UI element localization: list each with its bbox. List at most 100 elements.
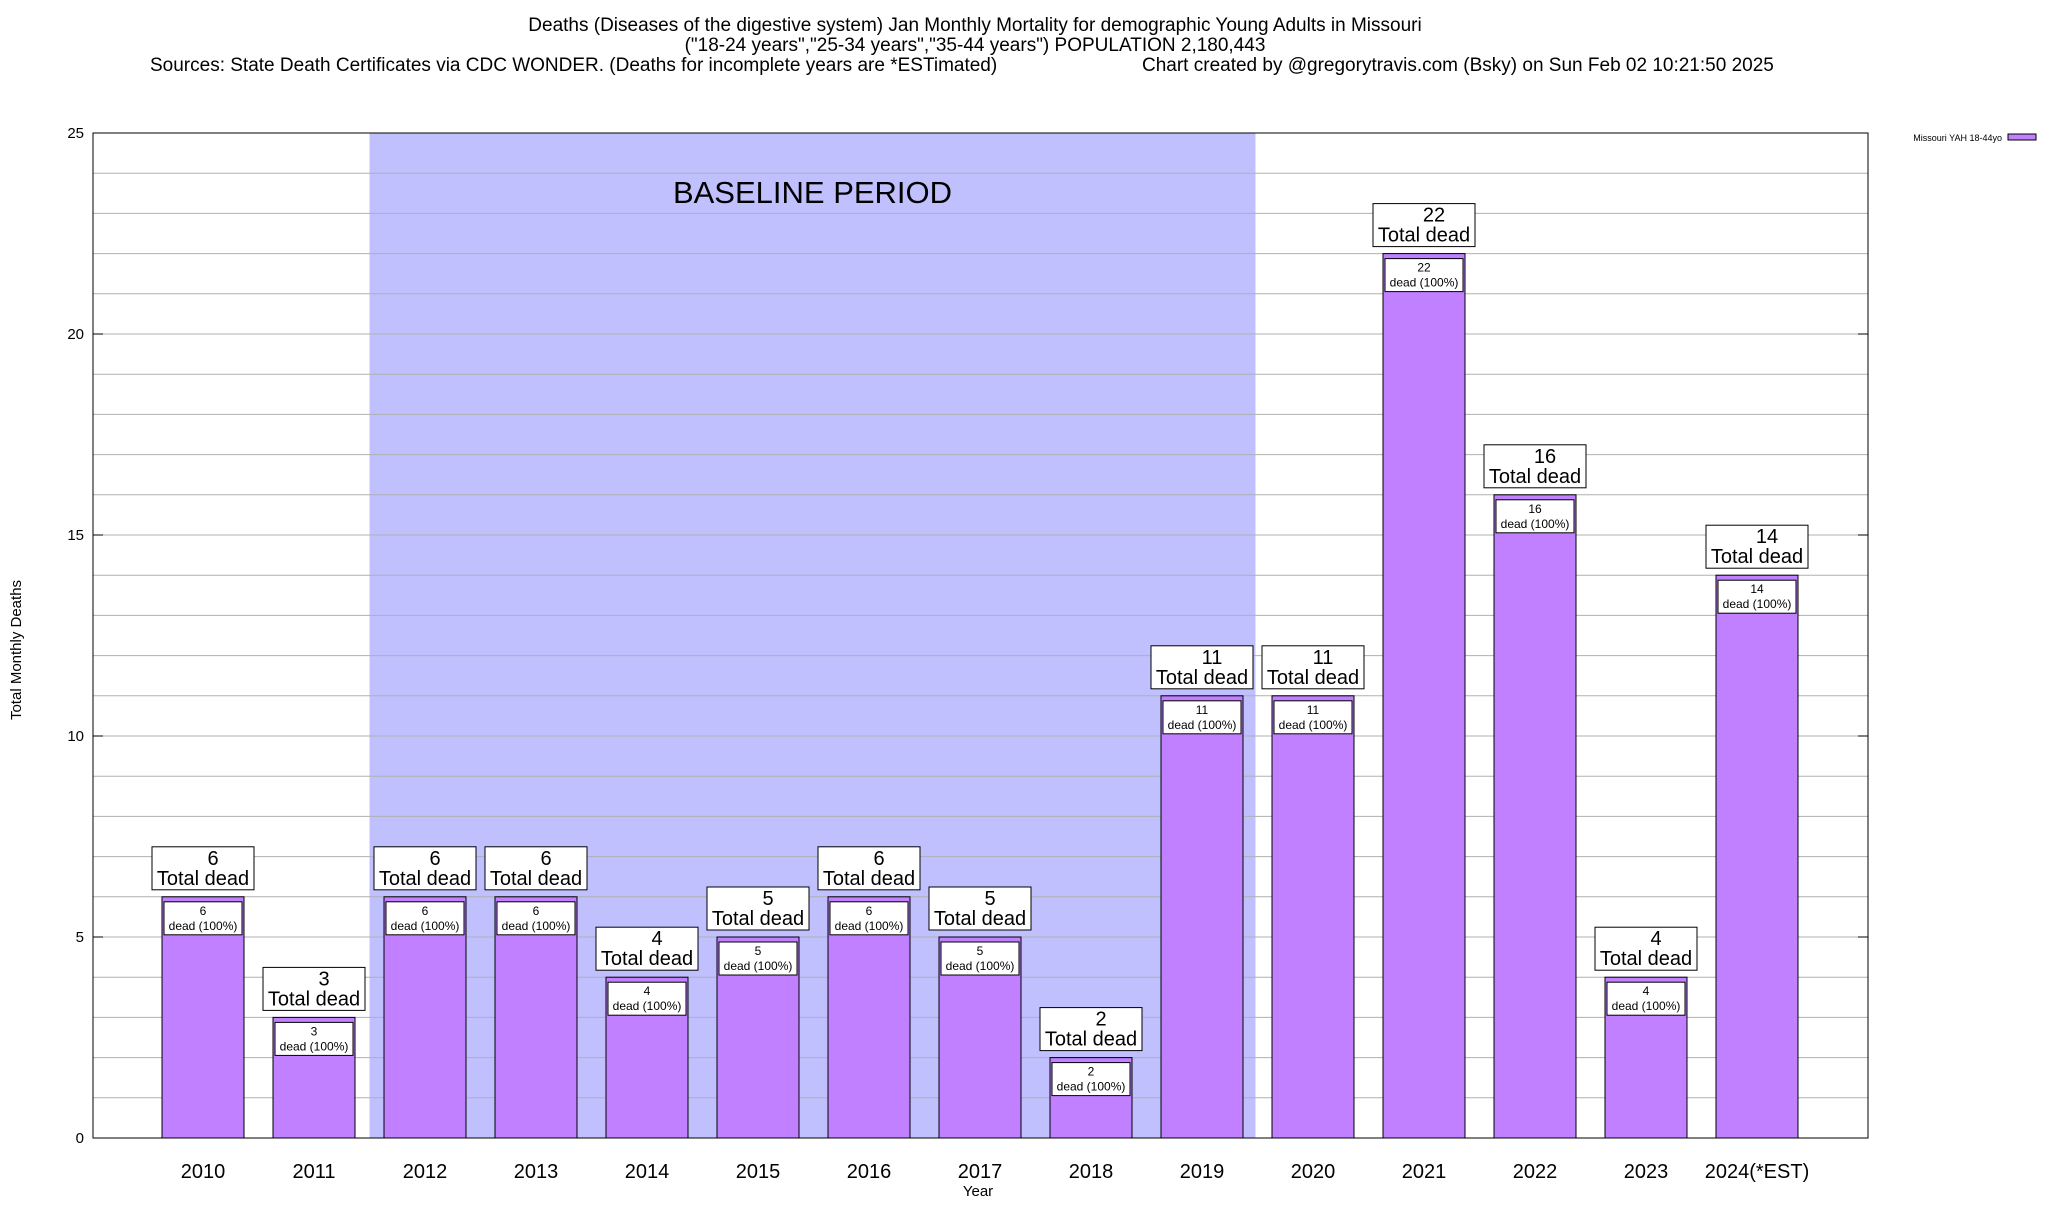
- bar-total-label-box: [706, 886, 810, 931]
- bar-total-label-box: [1150, 645, 1254, 690]
- bar-total-label-value: 2: [1095, 1009, 1106, 1031]
- bar-inner-label-value: 4: [1643, 984, 1650, 998]
- bar-inner-label-box: [1717, 579, 1797, 614]
- bar: [1493, 494, 1577, 1139]
- x-tick-label: 2011: [292, 1161, 335, 1183]
- y-tick-label: 0: [76, 1130, 84, 1147]
- bar-total-label-value: 3: [318, 968, 329, 990]
- bar-total-label-text: Total dead: [157, 868, 249, 890]
- bar: [383, 896, 467, 1139]
- bar-total-label-text: Total dead: [823, 868, 915, 890]
- legend-label: Missouri YAH 18-44yo: [1913, 133, 2002, 143]
- y-tick-label: 15: [67, 527, 84, 544]
- chart-title-line-1: Deaths (Diseases of the digestive system…: [528, 15, 1421, 36]
- bar-inner-label-box: [496, 901, 576, 936]
- bar-inner-label-box: [1162, 700, 1242, 735]
- bar-total-label-value: 6: [207, 848, 218, 870]
- bar-total-label-text: Total dead: [1489, 466, 1581, 488]
- bar-inner-label-text: dead (100%): [724, 959, 793, 973]
- bar-total-label-text: Total dead: [1378, 225, 1470, 247]
- chart-source-text: Sources: State Death Certificates via CD…: [150, 55, 997, 76]
- bar-total-label-value: 4: [1650, 928, 1661, 950]
- bar-inner-label-value: 6: [533, 904, 540, 918]
- plot-border: [92, 132, 1869, 1139]
- x-tick-label: 2010: [181, 1161, 226, 1183]
- bar-total-label-box: [484, 846, 588, 891]
- y-tick-label: 10: [67, 728, 84, 745]
- bar: [1715, 574, 1799, 1139]
- x-tick-label: 2013: [514, 1161, 559, 1183]
- bar-total-label-value: 5: [762, 888, 773, 910]
- bar-inner-label-value: 5: [977, 944, 984, 958]
- bar-inner-label-value: 2: [1088, 1065, 1095, 1079]
- bar-inner-label-text: dead (100%): [1390, 276, 1459, 290]
- bar-inner-label-value: 14: [1750, 582, 1764, 596]
- bar-total-label-box: [1594, 926, 1698, 971]
- bar-total-label-value: 14: [1756, 526, 1778, 548]
- x-tick-label: 2020: [1291, 1161, 1336, 1183]
- bar-total-label-box: [595, 926, 699, 971]
- x-axis-label: Year: [963, 1183, 993, 1200]
- bar-total-label-value: 4: [651, 928, 662, 950]
- bar: [1160, 695, 1244, 1139]
- bar-inner-label-text: dead (100%): [946, 959, 1015, 973]
- bar-total-label-text: Total dead: [601, 948, 693, 970]
- bar-inner-label-box: [1495, 499, 1575, 534]
- baseline-period-label: BASELINE PERIOD: [673, 175, 952, 210]
- bar-inner-label-box: [607, 981, 687, 1016]
- bar-inner-label-value: 11: [1307, 703, 1320, 717]
- x-tick-label: 2021: [1402, 1161, 1447, 1183]
- bar: [1382, 253, 1466, 1139]
- x-tick-label: 2015: [736, 1161, 781, 1183]
- x-tick-label: 2017: [958, 1161, 1003, 1183]
- x-tick-label: 2024(*EST): [1705, 1161, 1810, 1183]
- bar-inner-label-value: 6: [422, 904, 429, 918]
- x-tick-label: 2018: [1069, 1161, 1114, 1183]
- bar-inner-label-text: dead (100%): [502, 919, 571, 933]
- bar-inner-label-text: dead (100%): [1168, 718, 1237, 732]
- bar-total-label-value: 16: [1534, 446, 1556, 468]
- bar-inner-label-text: dead (100%): [835, 919, 904, 933]
- bar-inner-label-text: dead (100%): [1723, 597, 1792, 611]
- x-tick-label: 2016: [847, 1161, 892, 1183]
- x-tick-label: 2019: [1180, 1161, 1225, 1183]
- bar-inner-label-value: 22: [1417, 261, 1431, 275]
- bar-total-label-text: Total dead: [490, 868, 582, 890]
- bar-inner-label-box: [829, 901, 909, 936]
- x-tick-label: 2023: [1624, 1161, 1669, 1183]
- bar-inner-label-text: dead (100%): [1501, 517, 1570, 531]
- bar-inner-label-value: 5: [755, 944, 762, 958]
- bar-inner-label-text: dead (100%): [1612, 999, 1681, 1013]
- y-axis-label: Total Monthly Deaths: [8, 580, 25, 720]
- bar-total-label-box: [1261, 645, 1365, 690]
- x-tick-label: 2012: [403, 1161, 448, 1183]
- bar-inner-label-value: 3: [311, 1024, 318, 1038]
- bar: [1271, 695, 1355, 1139]
- bar-inner-label-text: dead (100%): [1279, 718, 1348, 732]
- bar: [827, 896, 911, 1139]
- bar: [161, 896, 245, 1139]
- bar-inner-label-box: [718, 941, 798, 976]
- bar-total-label-value: 6: [429, 848, 440, 870]
- bar-inner-label-box: [385, 901, 465, 936]
- bar-inner-label-text: dead (100%): [613, 999, 682, 1013]
- bar-total-label-value: 6: [540, 848, 551, 870]
- bar-total-label-box: [1372, 203, 1476, 248]
- bar-total-label-text: Total dead: [268, 988, 360, 1010]
- bar-total-label-text: Total dead: [379, 868, 471, 890]
- bar-inner-label-text: dead (100%): [1057, 1080, 1126, 1094]
- bar-inner-label-box: [1051, 1062, 1131, 1097]
- bar-total-label-text: Total dead: [1600, 948, 1692, 970]
- bar-inner-label-text: dead (100%): [169, 919, 238, 933]
- bar-total-label-box: [817, 846, 921, 891]
- y-tick-label: 25: [67, 125, 84, 142]
- bar-inner-label-box: [1606, 981, 1686, 1016]
- bar-total-label-text: Total dead: [712, 908, 804, 930]
- bar-inner-label-text: dead (100%): [391, 919, 460, 933]
- bar-inner-label-value: 6: [866, 904, 873, 918]
- bar-total-label-box: [373, 846, 477, 891]
- bar-inner-label-value: 4: [644, 984, 651, 998]
- bar-inner-label-text: dead (100%): [280, 1039, 349, 1053]
- bar-inner-label-box: [1273, 700, 1353, 735]
